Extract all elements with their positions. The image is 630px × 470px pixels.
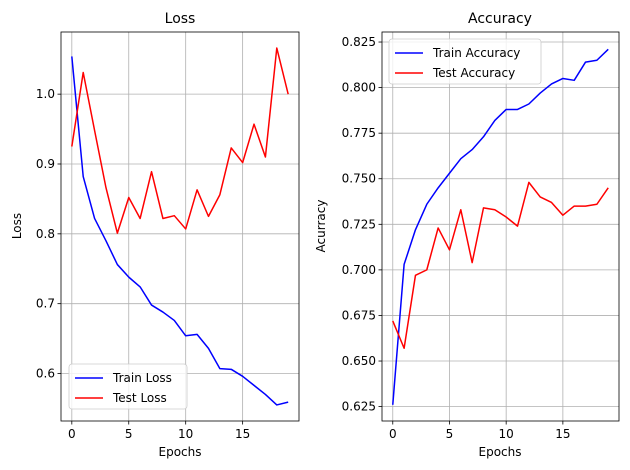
accuracy-y-tick-label: 0.725	[342, 217, 376, 231]
loss-series-line-train	[71, 56, 289, 406]
accuracy-x-tick-label: 15	[555, 427, 570, 441]
accuracy-y-tick-label: 0.625	[342, 400, 376, 414]
loss-chart-x-axis-label: Epochs	[159, 445, 202, 459]
loss-chart-ticks: 0 5 10 15 0.6 0.7 0.8 0.9 1.0	[36, 87, 250, 441]
loss-y-tick-label: 0.9	[36, 157, 55, 171]
accuracy-series-line-test	[392, 181, 609, 350]
accuracy-chart-ticks: 0 5 10 15 0.625 0.650 0.675 0.700 0.725 0.750 0.77…	[342, 35, 571, 441]
accuracy-chart-plot-area	[381, 31, 620, 422]
accuracy-y-tick-label: 0.775	[342, 126, 376, 140]
accuracy-chart-title: Accuracy	[468, 11, 532, 27]
loss-y-tick-label: 0.6	[36, 367, 55, 381]
loss-chart-title: Loss	[165, 11, 196, 27]
accuracy-legend-label-test: Test Accuracy	[432, 66, 515, 80]
loss-series-line-test	[71, 47, 289, 234]
accuracy-y-tick-label: 0.650	[342, 354, 376, 368]
loss-y-tick-label: 0.7	[36, 297, 55, 311]
loss-y-tick-label: 1.0	[36, 87, 55, 101]
loss-x-tick-label: 0	[68, 427, 76, 441]
loss-axes-frame	[60, 31, 300, 422]
accuracy-y-tick-label: 0.700	[342, 263, 376, 277]
accuracy-series-line-train	[392, 48, 609, 405]
accuracy-chart-y-axis-label: Acurracy	[314, 200, 328, 253]
loss-x-tick-label: 10	[178, 427, 193, 441]
accuracy-chart-x-axis-label: Epochs	[479, 445, 522, 459]
accuracy-y-tick-label: 0.675	[342, 308, 376, 322]
loss-legend-label-test: Test Loss	[112, 391, 167, 405]
loss-x-tick-label: 15	[235, 427, 250, 441]
accuracy-x-tick-label: 5	[446, 427, 454, 441]
accuracy-chart-legend: Train Accuracy Test Accuracy	[388, 38, 542, 85]
accuracy-chart: Accuracy 0 5 10 15 0.625 0.650 0.675 0.700 0.725…	[314, 11, 620, 459]
accuracy-legend-box	[388, 38, 542, 85]
accuracy-y-tick-label: 0.800	[342, 81, 376, 95]
accuracy-y-tick-label: 0.750	[342, 172, 376, 186]
loss-chart-plot-area	[60, 31, 300, 422]
loss-chart-grid	[61, 32, 299, 421]
loss-y-tick-label: 0.8	[36, 227, 55, 241]
accuracy-x-tick-label: 0	[389, 427, 397, 441]
accuracy-x-tick-label: 10	[499, 427, 514, 441]
accuracy-legend-label-train: Train Accuracy	[432, 46, 520, 60]
loss-chart-legend: Train Loss Test Loss	[68, 363, 188, 410]
loss-chart-y-axis-label: Loss	[10, 213, 24, 239]
loss-x-tick-label: 5	[125, 427, 133, 441]
accuracy-axes-frame	[381, 31, 620, 422]
accuracy-y-tick-label: 0.825	[342, 35, 376, 49]
loss-chart: Loss 0 5 10 15 0.6 0.7 0.8 0.9 1.0 Epochs Loss T…	[10, 11, 300, 459]
loss-legend-label-train: Train Loss	[112, 371, 172, 385]
